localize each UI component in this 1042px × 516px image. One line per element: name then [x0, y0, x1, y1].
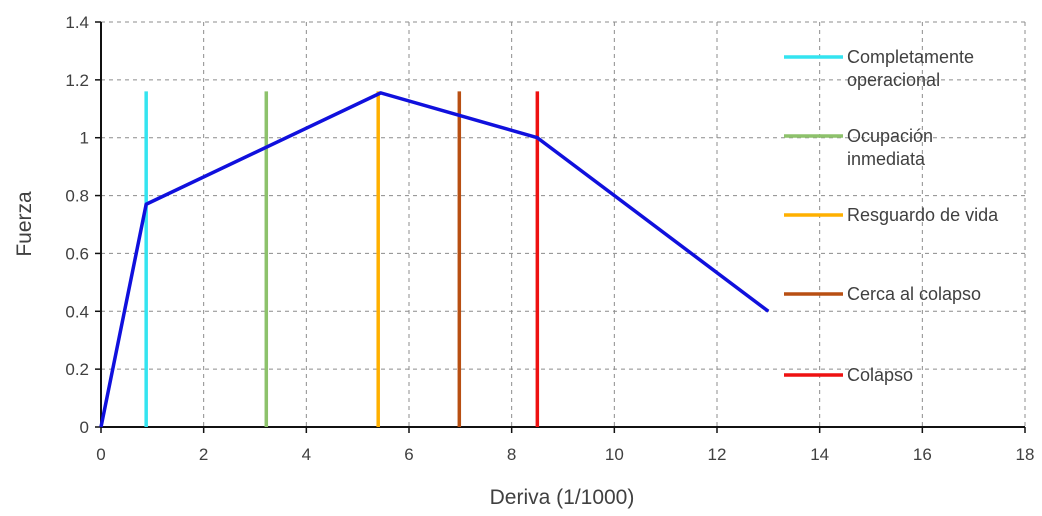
y-tick-label: 0 — [80, 418, 89, 437]
legend-label: Ocupación — [847, 126, 933, 146]
threshold-lines — [144, 91, 540, 427]
y-tick-label: 1 — [80, 129, 89, 148]
legend-label: Resguardo de vida — [847, 205, 999, 225]
x-axis-title: Deriva (1/1000) — [490, 486, 635, 509]
legend-label: inmediata — [847, 149, 926, 169]
x-tick-label: 8 — [507, 445, 516, 464]
y-axis-title: Fuerza — [13, 191, 36, 257]
x-tick-label: 16 — [913, 445, 932, 464]
x-tick-label: 6 — [404, 445, 413, 464]
x-tick-label: 2 — [199, 445, 208, 464]
y-tick-label: 0.6 — [65, 244, 89, 263]
y-tick-label: 1.4 — [65, 13, 89, 32]
x-tick-label: 12 — [708, 445, 727, 464]
legend-label: operacional — [847, 70, 940, 90]
x-tick-label: 14 — [810, 445, 829, 464]
x-tick-label: 0 — [96, 445, 105, 464]
y-tick-label: 1.2 — [65, 71, 89, 90]
legend-label: Colapso — [847, 365, 913, 385]
capacity-curve — [99, 91, 770, 428]
x-tick-label: 10 — [605, 445, 624, 464]
capacity-curve-line — [99, 91, 770, 428]
x-tick-label: 4 — [302, 445, 311, 464]
legend: Completamente operacional Ocupación inmedia… — [784, 47, 999, 385]
tick-labels: 0 2 4 6 8 10 12 14 16 18 0 0.2 0.4 0.6 0.8 1 1.2 1.4 — [65, 13, 1034, 464]
y-tick-label: 0.2 — [65, 360, 89, 379]
y-tick-label: 0.8 — [65, 187, 89, 206]
legend-label: Cerca al colapso — [847, 284, 981, 304]
y-tick-label: 0.4 — [65, 302, 89, 321]
legend-label: Completamente — [847, 47, 974, 67]
axes — [95, 21, 1026, 433]
grid-lines — [101, 21, 1026, 427]
x-tick-label: 18 — [1016, 445, 1035, 464]
